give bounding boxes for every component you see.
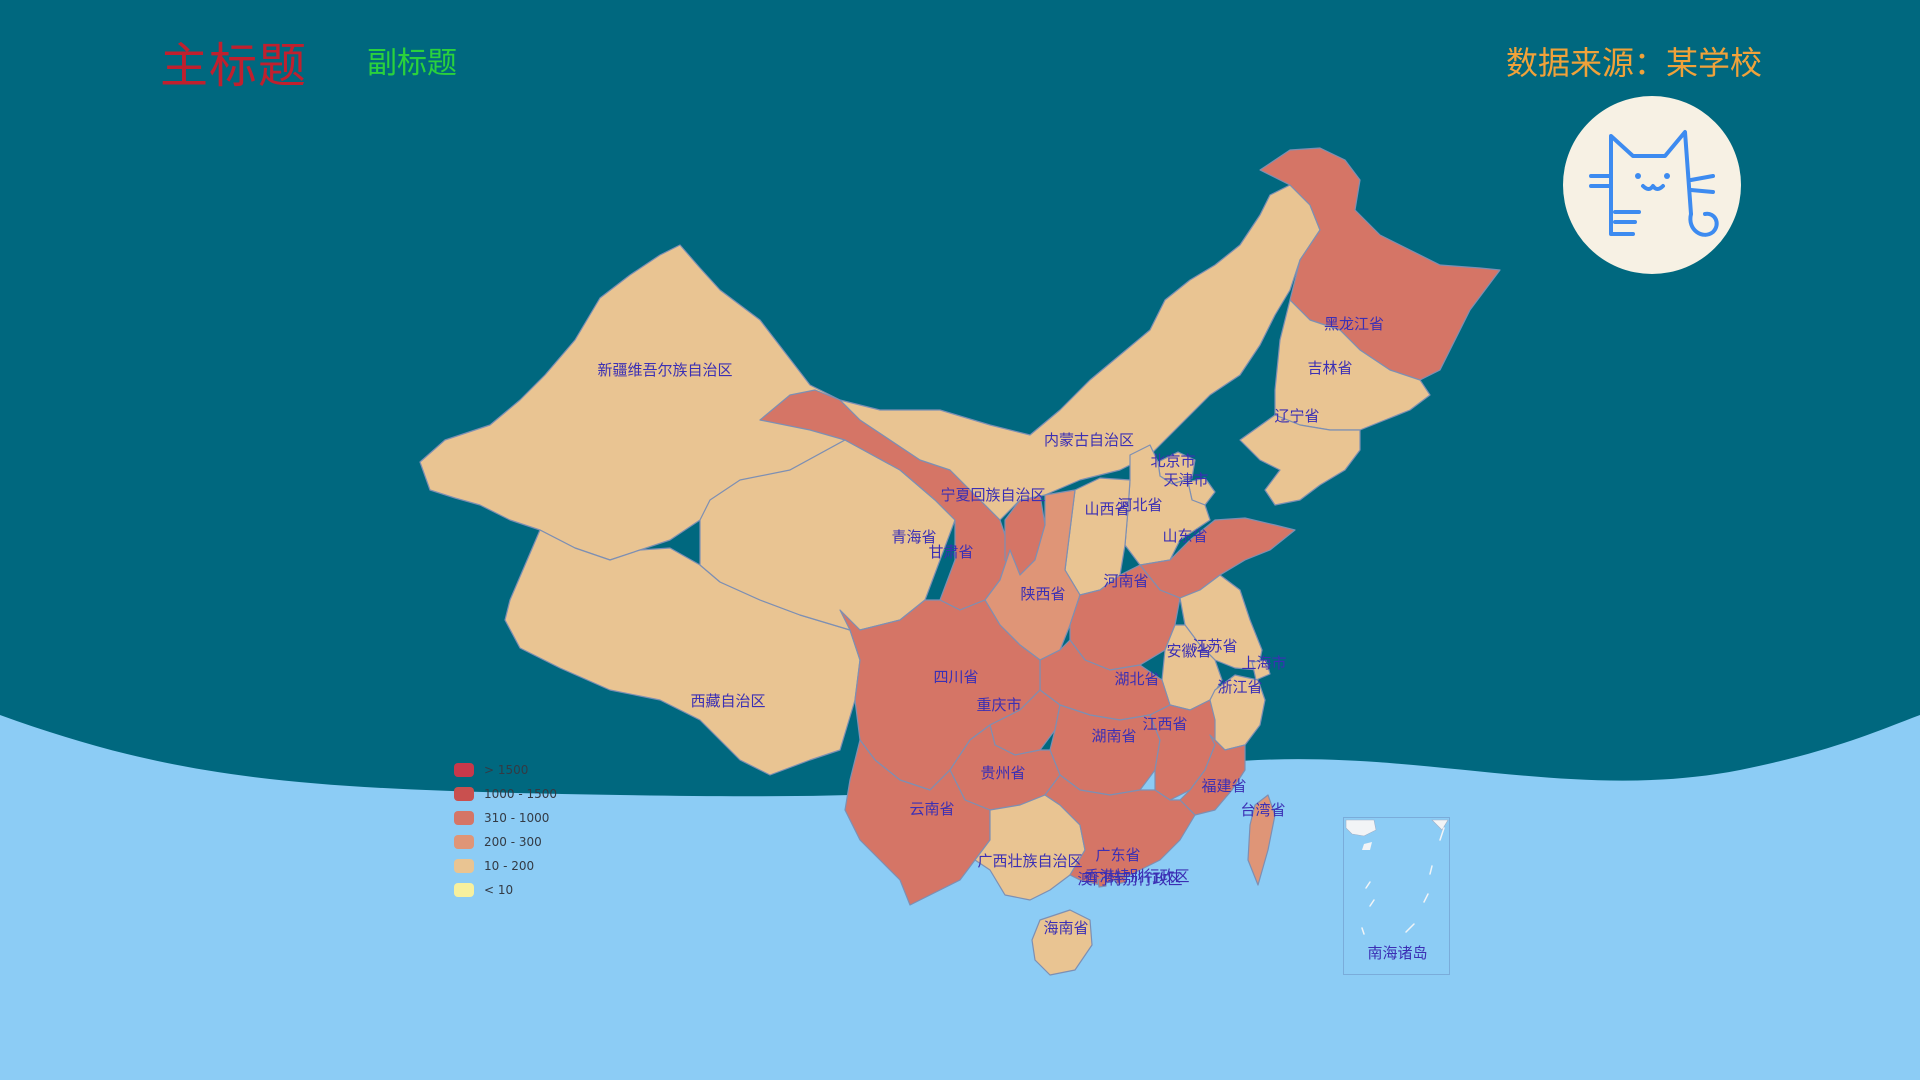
province-taiwan[interactable] [1247,794,1276,886]
province-label: 黑龙江省 [1324,315,1384,333]
province-macau[interactable] [1097,877,1107,888]
legend-item[interactable]: 1000 - 1500 [454,782,557,806]
province-hainan[interactable] [1031,909,1093,976]
province-label: 澳门特别行政区 [1077,870,1182,888]
inset-label: 南海诸岛 [1367,944,1428,962]
legend-label: 200 - 300 [484,835,542,849]
province-label: 西藏自治区 [690,692,765,710]
page-subtitle: 副标题 [367,46,457,81]
data-source-text: 数据来源：某学校 [1505,44,1762,82]
province-label: 新疆维吾尔族自治区 [597,361,732,379]
province-label: 江苏省 [1192,637,1237,655]
province-label: 云南省 [909,800,954,818]
legend-swatch [454,835,474,849]
legend-item[interactable]: < 10 [454,878,557,902]
legend-swatch [454,859,474,873]
province-label: 湖南省 [1091,727,1136,745]
legend-label: < 10 [484,883,514,897]
province-label: 江西省 [1142,715,1187,733]
province-yunnan[interactable] [844,739,991,906]
province-liaoning[interactable] [1239,414,1361,506]
legend-label: > 1500 [484,763,529,777]
legend-item[interactable]: 310 - 1000 [454,806,557,830]
province-label: 内蒙古自治区 [1044,431,1134,449]
province-label: 山东省 [1162,527,1207,545]
province-label: 甘肃省 [928,543,973,561]
provinces-layer [419,147,1501,976]
province-jilin[interactable] [1274,299,1431,431]
province-label: 贵州省 [980,764,1025,782]
legend-swatch [454,811,474,825]
cat-icon [1589,130,1719,237]
province-label: 四川省 [933,668,978,686]
province-label: 福建省 [1201,777,1246,795]
province-label: 海南省 [1043,919,1088,937]
province-label: 重庆市 [976,696,1021,714]
province-labels: 新疆维吾尔族自治区 西藏自治区 青海省 甘肃省 宁夏回族自治区 内蒙古自治区 黑… [597,315,1384,937]
province-label: 吉林省 [1307,359,1352,377]
south-china-sea-inset: 南海诸岛 [1343,817,1450,975]
province-fujian[interactable] [1179,734,1246,816]
legend-label: 10 - 200 [484,859,535,873]
province-heilongjiang[interactable] [1259,147,1501,381]
province-label: 广东省 [1095,846,1140,864]
province-label: 山西省 [1084,500,1129,518]
province-label: 青海省 [891,528,936,546]
legend-label: 310 - 1000 [484,811,550,825]
province-label: 天津市 [1163,471,1208,489]
province-label: 台湾省 [1240,801,1285,819]
province-label: 湖北省 [1114,670,1159,688]
legend-item[interactable]: 10 - 200 [454,854,557,878]
legend-swatch [454,883,474,897]
legend-swatch [454,787,474,801]
province-label: 陕西省 [1020,585,1065,603]
south-sea-islands-icon [1345,819,1449,935]
legend: > 1500 1000 - 1500 310 - 1000 200 - 300 … [454,758,557,902]
province-label: 安徽省 [1166,642,1211,660]
province-guangdong[interactable] [1044,774,1196,886]
province-label: 广西壮族自治区 [977,852,1082,870]
legend-item[interactable]: > 1500 [454,758,557,782]
province-label: 辽宁省 [1274,407,1319,425]
province-label: 河南省 [1103,572,1148,590]
legend-item[interactable]: 200 - 300 [454,830,557,854]
cat-logo [1563,96,1741,274]
legend-label: 1000 - 1500 [484,787,558,801]
province-label: 上海市 [1241,654,1286,672]
province-shanghai[interactable] [1251,659,1271,681]
page-title: 主标题 [160,38,308,94]
province-hongkong[interactable] [1114,873,1127,885]
province-label: 香港特别行政区 [1084,867,1189,885]
province-label: 河北省 [1117,496,1162,514]
legend-swatch [454,763,474,777]
province-label: 北京市 [1150,452,1195,470]
province-label: 浙江省 [1217,678,1262,696]
province-label: 宁夏回族自治区 [940,486,1045,504]
